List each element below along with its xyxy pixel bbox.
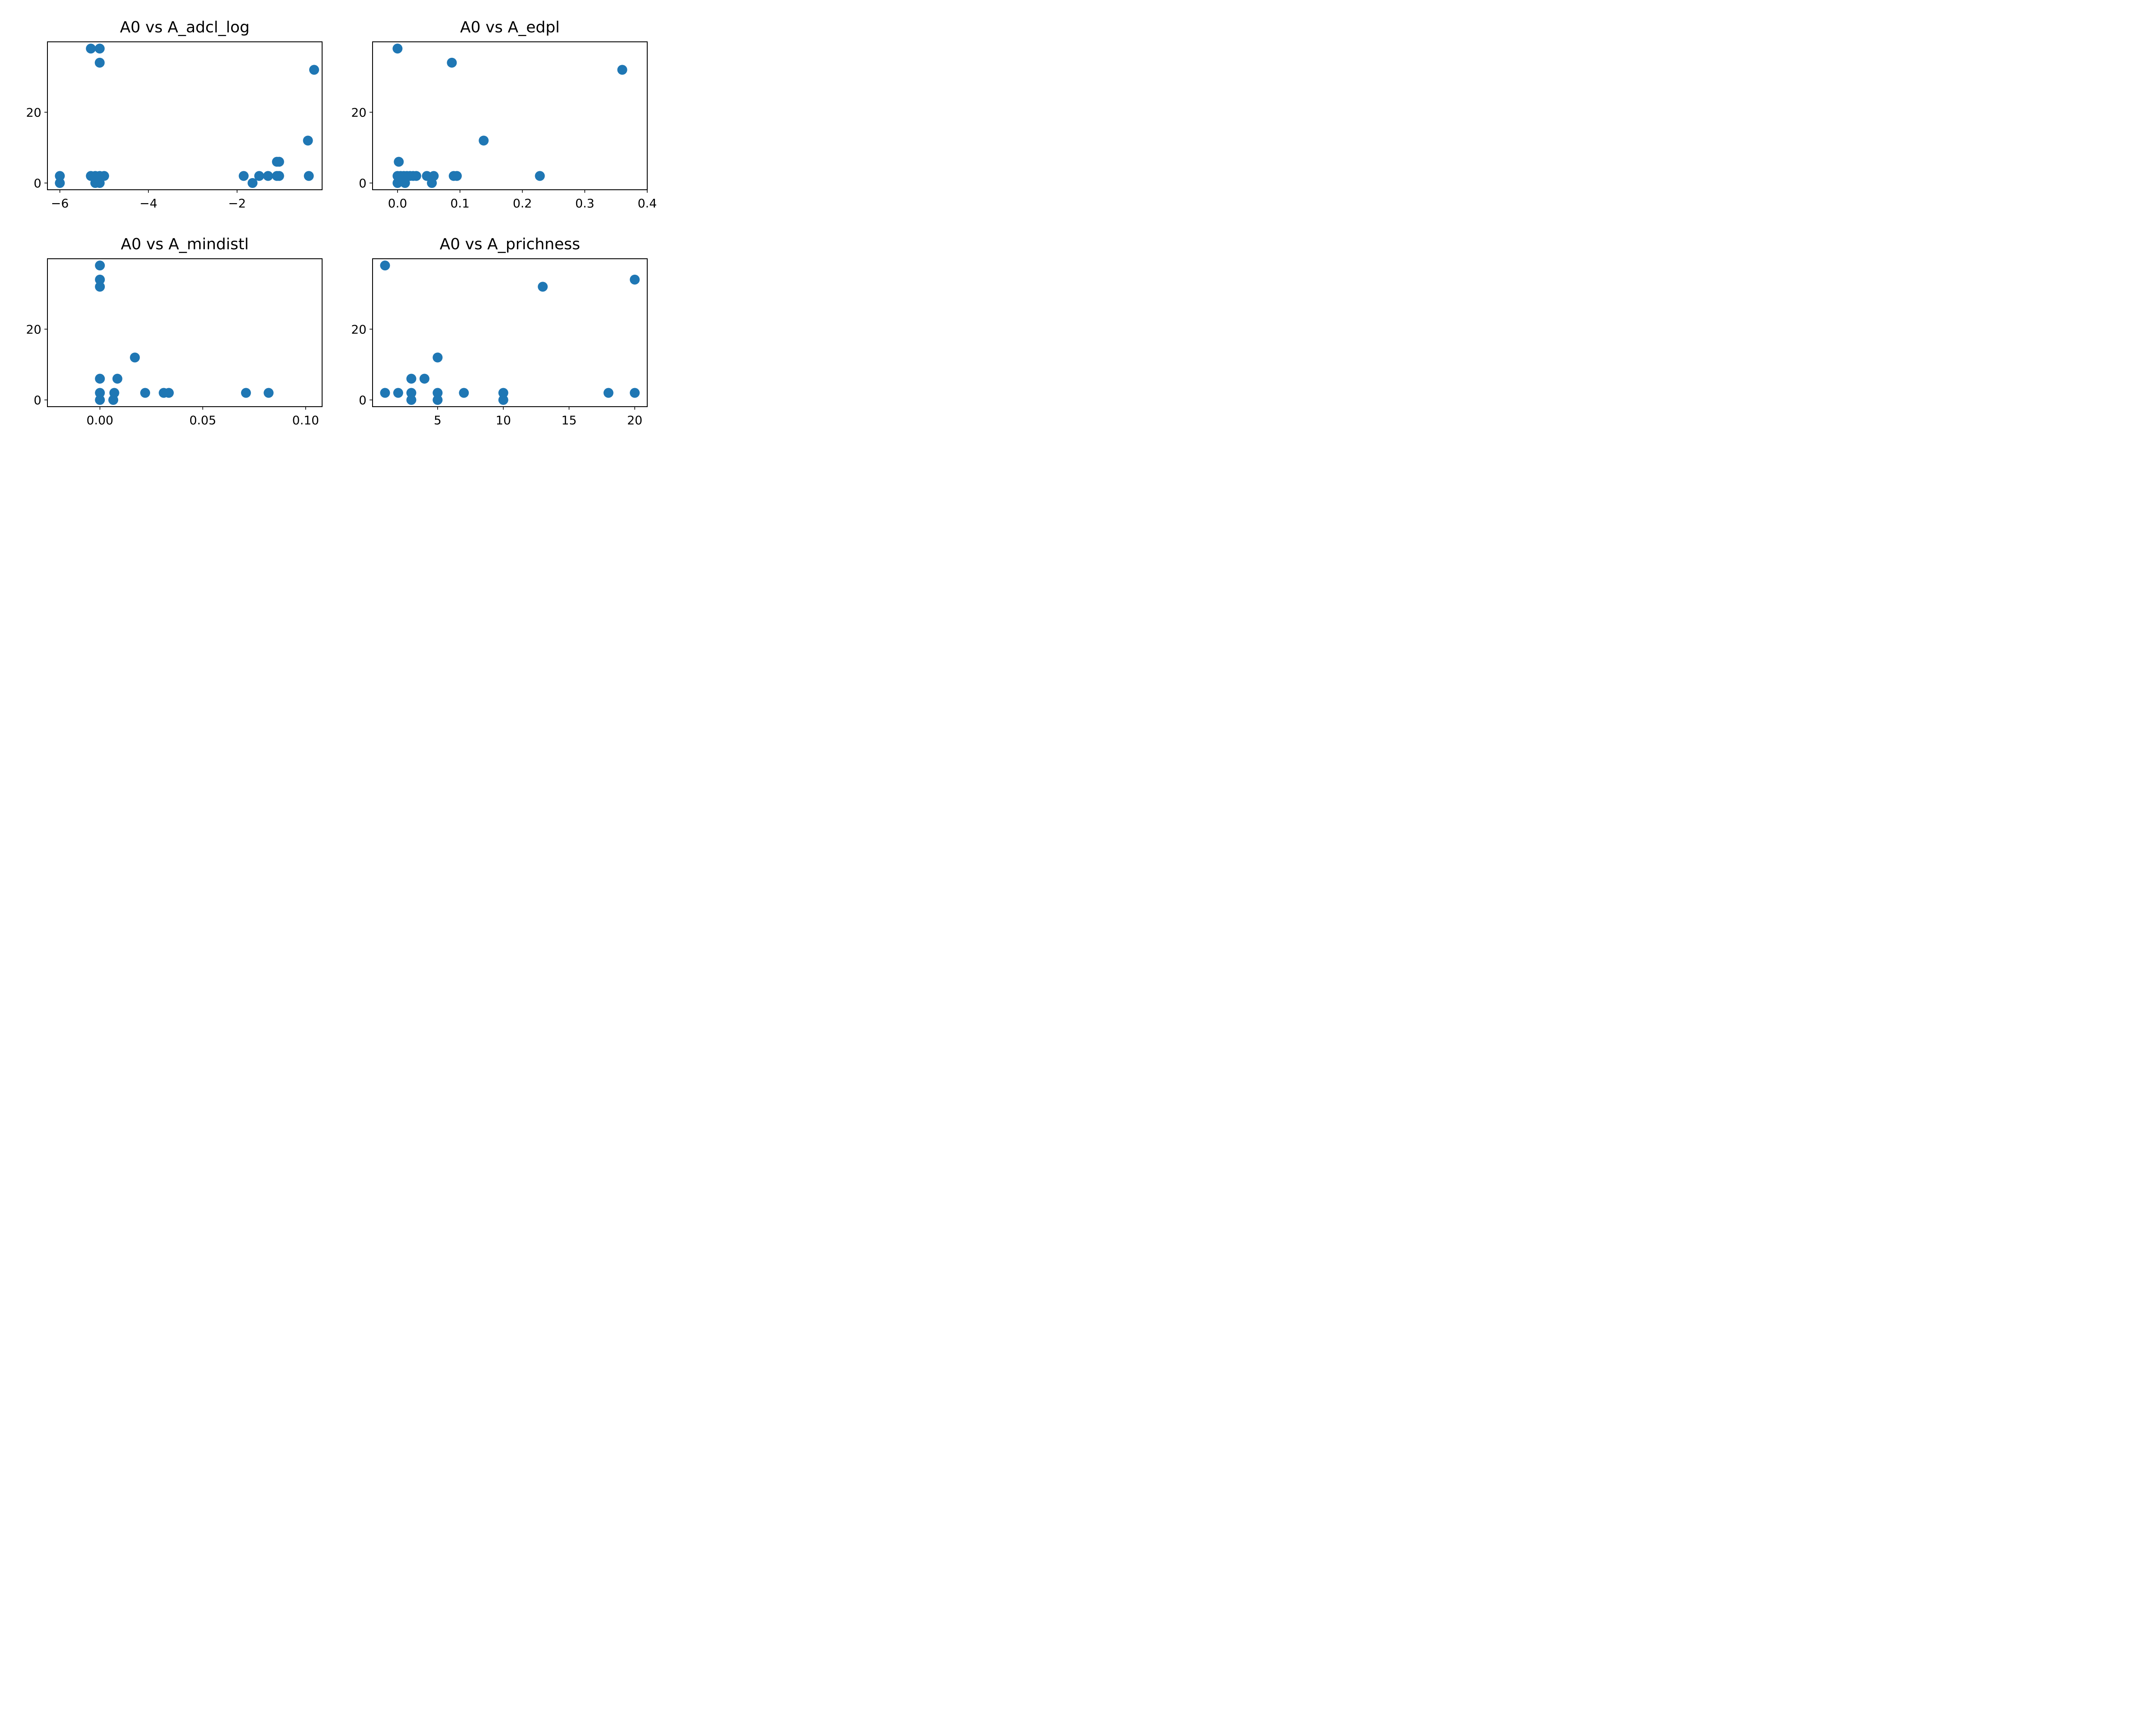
- axes-frame: [372, 41, 648, 190]
- x-tick-label: 0.05: [189, 413, 216, 427]
- x-tick-label: 0.1: [450, 196, 470, 210]
- data-point: [130, 352, 140, 363]
- data-point: [95, 395, 105, 405]
- x-tick-label: 0.00: [87, 413, 113, 427]
- x-tick-label: 0.2: [513, 196, 532, 210]
- subplot-title: A0 vs A_adcl_log: [120, 19, 250, 36]
- data-point: [274, 157, 284, 167]
- x-tick-label: −6: [51, 196, 69, 210]
- axes-frame: [47, 258, 323, 407]
- x-tick-label: 20: [627, 413, 642, 427]
- data-point: [95, 260, 105, 271]
- y-tick-label: 0: [34, 176, 41, 190]
- data-point: [432, 352, 443, 363]
- data-point: [309, 65, 320, 75]
- data-point: [603, 388, 614, 398]
- x-tick-label: −2: [228, 196, 246, 210]
- data-point: [55, 178, 65, 188]
- data-point: [263, 171, 273, 181]
- data-point: [630, 388, 640, 398]
- x-tick-label: 0.10: [292, 413, 319, 427]
- data-point: [263, 388, 274, 398]
- data-point: [400, 178, 410, 188]
- data-point: [241, 388, 251, 398]
- data-point: [303, 135, 313, 146]
- y-tick-label: 20: [351, 322, 367, 336]
- data-point: [94, 44, 105, 54]
- data-point: [451, 171, 462, 181]
- data-point: [304, 171, 314, 181]
- data-point: [95, 274, 105, 285]
- data-point: [164, 388, 174, 398]
- data-point: [406, 395, 417, 405]
- x-tick-label: 10: [495, 413, 511, 427]
- data-point: [422, 171, 432, 181]
- data-point: [617, 65, 627, 75]
- data-point: [393, 388, 403, 398]
- x-tick-label: 0.4: [638, 196, 657, 210]
- subplot-a-prichness: A0 vs A_prichness 5 10 15 20 0 20: [351, 235, 648, 427]
- y-tick-label: 0: [359, 176, 367, 190]
- y-tick-label: 0: [359, 393, 367, 407]
- data-point: [95, 388, 105, 398]
- data-point: [95, 282, 105, 292]
- figure-background: [0, 0, 673, 448]
- data-point: [447, 57, 457, 68]
- subplot-title: A0 vs A_prichness: [440, 235, 580, 253]
- data-point: [427, 178, 437, 188]
- data-point: [140, 388, 150, 398]
- data-point: [380, 260, 390, 271]
- data-point: [95, 373, 105, 384]
- subplot-a-mindistl: A0 vs A_mindistl 0.00 0.05 0.10 0 20: [26, 235, 323, 427]
- data-point: [498, 388, 508, 398]
- data-point: [94, 178, 105, 188]
- y-tick-label: 0: [34, 393, 41, 407]
- x-tick-label: 15: [561, 413, 577, 427]
- subplot-a-adcl-log: A0 vs A_adcl_log −6 −4 −2 0 20: [26, 19, 323, 210]
- data-point: [254, 171, 264, 181]
- data-point: [394, 157, 404, 167]
- data-point: [498, 395, 508, 405]
- data-point: [94, 57, 105, 68]
- data-point: [112, 373, 122, 384]
- data-point: [406, 388, 417, 398]
- data-point: [630, 274, 640, 285]
- data-point: [274, 171, 284, 181]
- x-tick-label: 0.0: [388, 196, 407, 210]
- data-point: [432, 388, 443, 398]
- data-point: [432, 395, 443, 405]
- x-tick-label: 0.3: [575, 196, 595, 210]
- data-point: [419, 373, 429, 384]
- figure: A0 vs A_adcl_log −6 −4 −2 0 20 A0 vs A_edpl…: [0, 0, 673, 448]
- data-point: [55, 171, 65, 181]
- subplot-a-edpl: A0 vs A_edpl 0.0 0.1 0.2 0.3 0.4 0 20: [351, 19, 657, 210]
- data-point: [380, 388, 390, 398]
- data-point: [479, 135, 489, 146]
- y-tick-label: 20: [26, 105, 41, 119]
- data-point: [392, 178, 403, 188]
- data-point: [108, 395, 119, 405]
- data-point: [99, 171, 110, 181]
- data-point: [459, 388, 469, 398]
- y-tick-label: 20: [351, 105, 367, 119]
- y-tick-label: 20: [26, 322, 41, 336]
- data-point: [86, 44, 96, 54]
- data-point: [411, 171, 421, 181]
- axes-frame: [372, 258, 648, 407]
- subplot-title: A0 vs A_edpl: [460, 19, 560, 36]
- data-point: [392, 44, 403, 54]
- x-tick-label: 5: [434, 413, 442, 427]
- data-point: [538, 282, 548, 292]
- axes-frame: [47, 41, 323, 190]
- data-point: [238, 171, 249, 181]
- subplot-title: A0 vs A_mindistl: [121, 235, 249, 253]
- data-point: [406, 373, 417, 384]
- data-point: [248, 178, 258, 188]
- x-tick-label: −4: [140, 196, 157, 210]
- data-point: [535, 171, 545, 181]
